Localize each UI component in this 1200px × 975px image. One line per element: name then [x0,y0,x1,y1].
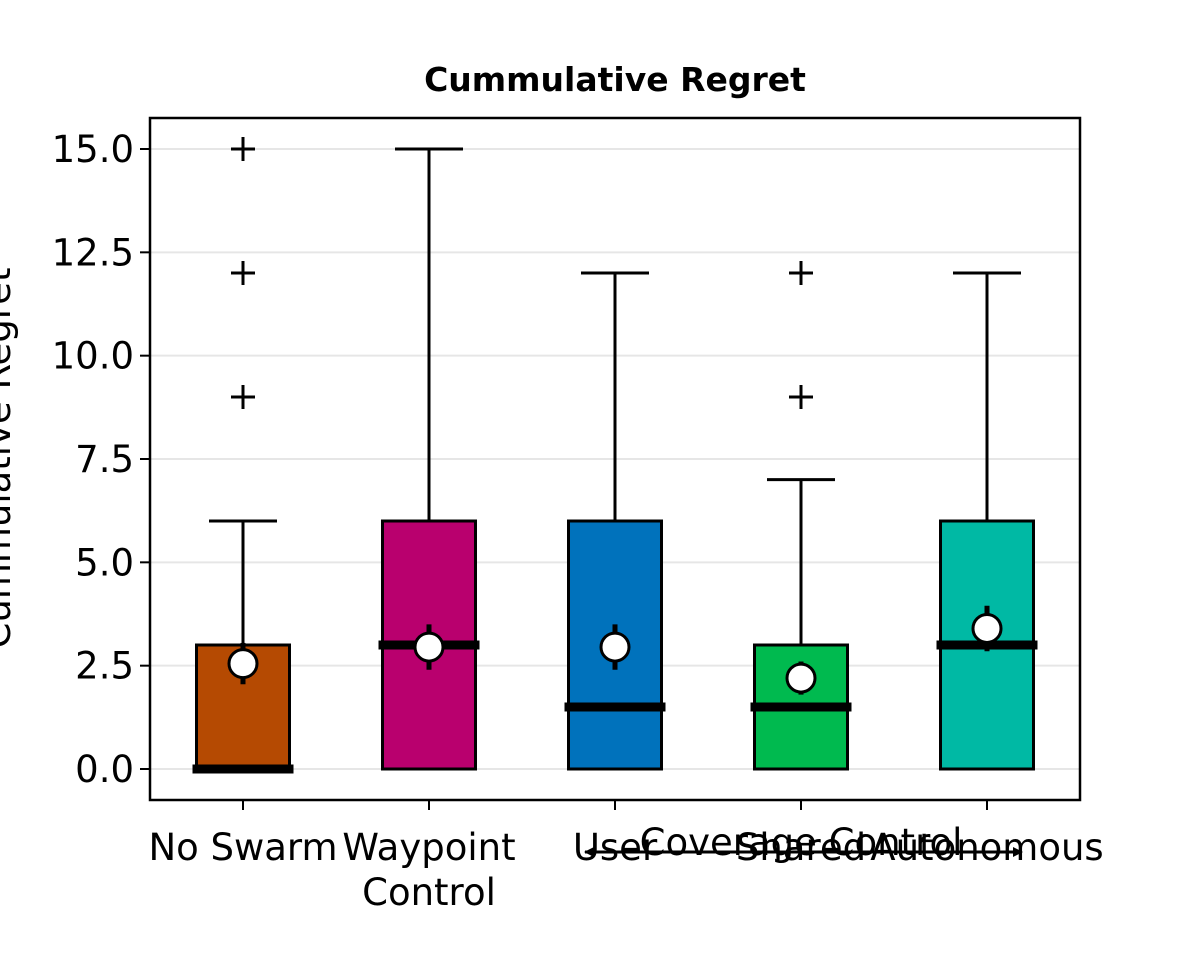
y-axis-label: Cummulative Regret [0,268,19,649]
x-tick-label: No Swarm [148,826,337,869]
outlier-marker [231,261,255,285]
y-tick-label: 2.5 [75,645,134,688]
box-group [750,261,852,771]
x-tick-label: Waypoint [342,826,515,869]
box-series [192,137,1038,774]
annotation: Coverage Control [584,821,1023,864]
box-group [378,147,480,771]
mean-marker [971,612,1003,644]
annotation-label: Coverage Control [640,821,963,864]
outlier-marker [789,385,813,409]
y-tick-label: 5.0 [75,541,134,584]
box-group [564,271,666,771]
box-group [936,271,1038,771]
y-tick-label: 12.5 [52,231,134,274]
outlier-marker [789,261,813,285]
box-group [192,137,294,774]
x-tick-label: Control [362,871,496,914]
outlier-marker [231,137,255,161]
mean-marker [413,631,445,663]
y-tick-label: 7.5 [75,438,134,481]
chart-title: Cummulative Regret [424,60,806,99]
y-tick-label: 15.0 [52,128,134,171]
mean-marker [785,662,817,694]
y-tick-label: 10.0 [52,335,134,378]
outlier-marker [231,385,255,409]
mean-marker [227,648,259,680]
y-tick-label: 0.0 [75,748,134,791]
mean-marker [599,631,631,663]
axes: 0.0 2.5 5.0 7.5 10.0 12.5 15.0 No Swarm Waypoint… [52,116,1104,914]
